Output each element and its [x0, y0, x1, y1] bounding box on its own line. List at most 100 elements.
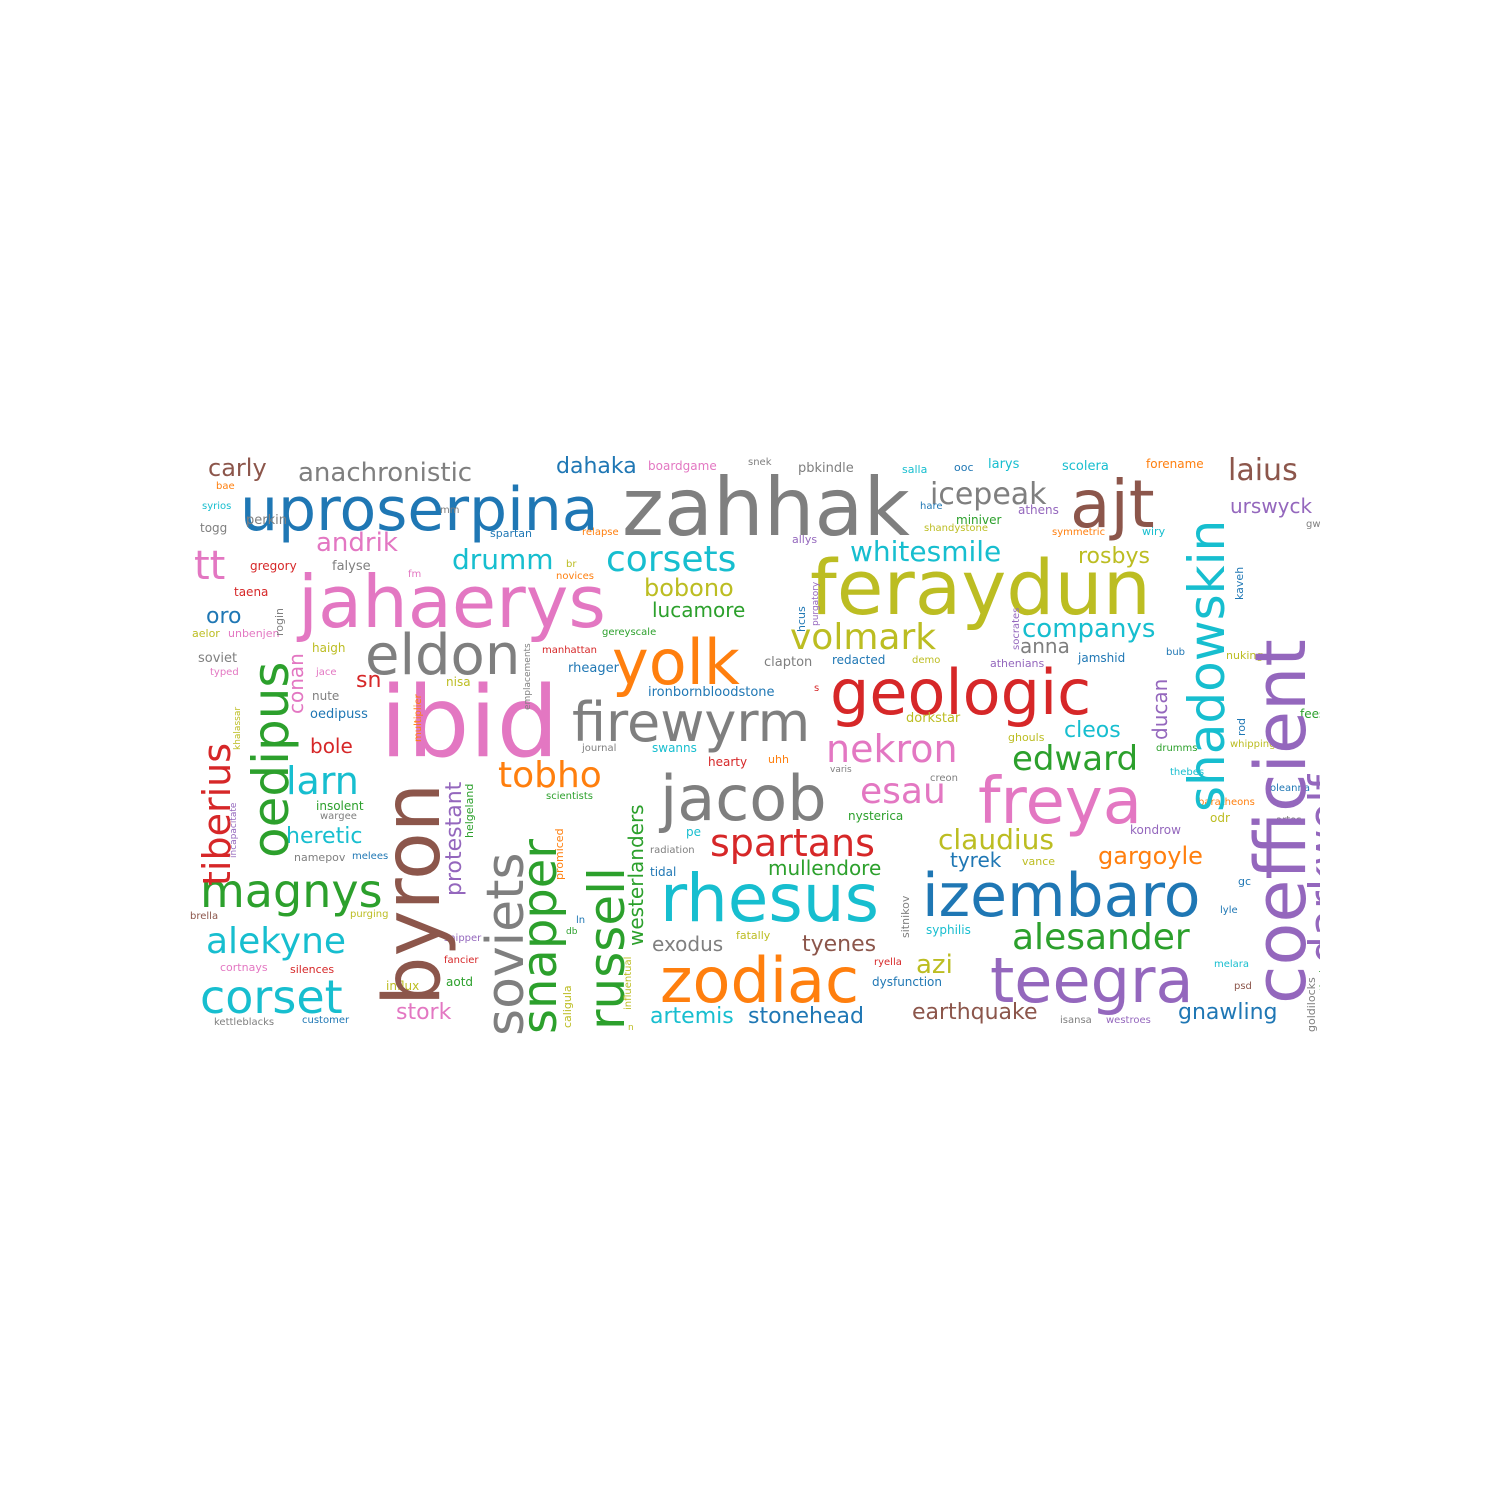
word-emplacements: emplacements: [523, 643, 533, 710]
word-swanns: swanns: [652, 741, 697, 755]
word-s: s: [814, 683, 820, 694]
word-feraydun: feraydun: [810, 543, 1151, 632]
word-jamshid: jamshid: [1078, 651, 1126, 665]
word-wiry: wiry: [1142, 525, 1166, 538]
word-nisa: nisa: [446, 675, 471, 689]
word-mullendore: mullendore: [768, 856, 882, 880]
word-freya: freya: [978, 765, 1142, 839]
word-alesander: alesander: [1012, 917, 1190, 958]
word-purging: purging: [350, 909, 389, 920]
word-syphilis: syphilis: [926, 923, 971, 937]
word-helgeland: helgeland: [463, 783, 476, 838]
word-snipper: snipper: [444, 933, 482, 944]
word-haigh: haigh: [312, 641, 346, 655]
word-incapacitate: incapacitate: [229, 802, 239, 858]
word-snek: snek: [748, 457, 772, 468]
word-edward: edward: [1012, 739, 1139, 779]
word-odr: odr: [1210, 811, 1230, 825]
word-clapton: clapton: [764, 655, 813, 670]
word-hcus: hcus: [795, 606, 808, 632]
word-gargoyle: gargoyle: [1098, 842, 1203, 870]
word-pe: pe: [686, 825, 701, 839]
word-tt: tt: [194, 543, 226, 589]
word-journal: journal: [582, 743, 617, 754]
word-shadowskin: shadowskin: [1178, 519, 1236, 812]
word-whipping: whipping: [1230, 739, 1276, 750]
word-dorkstar: dorkstar: [906, 711, 961, 726]
word-westerlanders: westerlanders: [624, 804, 648, 946]
word-athens: athens: [1018, 503, 1059, 517]
word-silences: silences: [290, 963, 335, 976]
word-spartan: spartan: [490, 527, 533, 540]
word-rheager: rheager: [568, 661, 619, 676]
word-goldilocks: goldilocks: [1305, 977, 1318, 1032]
word-athenians: athenians: [990, 657, 1045, 670]
word-carly: carly: [208, 454, 267, 482]
word-uproserpina: uproserpina: [240, 475, 599, 545]
word-tyenes: tyenes: [802, 932, 877, 957]
word-syrios: syrios: [202, 501, 232, 512]
word-vance: vance: [1022, 855, 1056, 868]
word-hearty: hearty: [708, 755, 748, 769]
word-relapse: relapse: [582, 527, 619, 538]
word-rod: rod: [1235, 718, 1248, 736]
word-eldon: eldon: [365, 623, 521, 688]
word-ibid: ibid: [380, 666, 559, 780]
word-lyle: lyle: [1220, 905, 1238, 916]
word-bub: bub: [1166, 647, 1186, 658]
word-artos: artos: [1276, 815, 1302, 826]
word-ryella: ryella: [874, 957, 902, 968]
word-zodiac: zodiac: [660, 944, 860, 1017]
word-db: db: [566, 927, 578, 937]
word-gwh: gwh: [1306, 519, 1320, 530]
word-ironbornbloodstone: ironbornbloodstone: [648, 685, 775, 700]
word-rogin: rogin: [273, 607, 286, 636]
word-corsets: corsets: [606, 539, 737, 580]
word-kettleblacks: kettleblacks: [214, 1017, 275, 1028]
word-togg: togg: [200, 521, 228, 535]
word-laius: laius: [1228, 453, 1298, 488]
word-cleos: cleos: [1064, 718, 1121, 743]
word-falyse: falyse: [332, 559, 371, 574]
word-esau: esau: [860, 771, 946, 812]
word-br: br: [566, 559, 577, 570]
word-ln: ln: [576, 915, 586, 926]
word-brella: brella: [190, 911, 219, 922]
word-jahaerys: jahaerys: [298, 560, 606, 644]
word-scientists: scientists: [546, 791, 594, 802]
word-khalassar: khalassar: [233, 706, 243, 750]
word-urswyck: urswyck: [1230, 494, 1313, 518]
word-varis: varis: [830, 765, 852, 775]
word-fm: fm: [408, 569, 422, 580]
word-scolera: scolera: [1062, 459, 1109, 474]
word-boardgame: boardgame: [648, 459, 717, 473]
word-dysfunction: dysfunction: [872, 975, 942, 989]
word-gc: gc: [1238, 875, 1252, 888]
word-perkin: perkin: [246, 513, 287, 528]
word-miniver: miniver: [956, 513, 1002, 527]
word-byron: byron: [368, 782, 458, 1006]
word-bae: bae: [216, 481, 235, 492]
word-zahhak: zahhak: [622, 461, 910, 554]
word-azi: azi: [916, 950, 953, 980]
word-taena: taena: [234, 585, 269, 599]
word-melees: melees: [352, 851, 389, 862]
word-creon: creon: [930, 773, 958, 784]
word-ajt: ajt: [1070, 466, 1155, 543]
word-aelor: aelor: [192, 627, 220, 640]
word-hare: hare: [920, 501, 943, 512]
word-influentual: influentual: [623, 956, 634, 1010]
word-promiced: promiced: [553, 828, 566, 880]
word-strongs: strongs: [1313, 598, 1320, 724]
word-jace: jace: [316, 667, 337, 678]
word-ooc: ooc: [954, 461, 974, 474]
word-symmetric: symmetric: [1052, 527, 1106, 538]
word-bobono: bobono: [644, 574, 734, 602]
word-alekyne: alekyne: [206, 921, 347, 962]
word-wargee: wargee: [320, 811, 357, 822]
word-kaveh: kaveh: [1233, 566, 1246, 600]
word-bole: bole: [310, 734, 353, 758]
word-novices: novices: [556, 571, 595, 582]
word-larys: larys: [988, 457, 1020, 472]
word-isansa: isansa: [1060, 1015, 1092, 1026]
